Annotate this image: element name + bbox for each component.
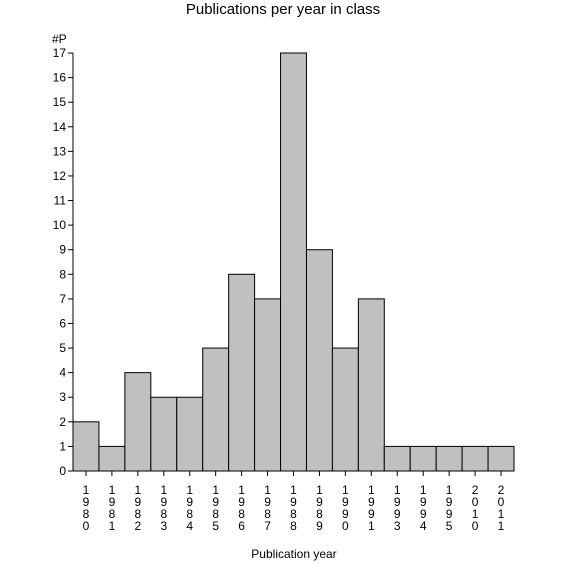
y-tick-label: 15	[53, 95, 67, 109]
bar-1994	[409, 445, 437, 472]
bar-1991	[357, 298, 385, 472]
bar-2011	[487, 445, 515, 472]
y-tick-label: 12	[53, 169, 67, 183]
y-tick-label: 7	[59, 292, 66, 306]
y-tick-label: 0	[59, 464, 66, 478]
x-axis: 1 9 8 0 1 9 8 1 1 9 8 2 1 9 8 3 1 9 8 4 1 9 8 5 1 9 8 6 1 9 8 7 1 9 8 8 1 9 8 9…	[83, 471, 505, 533]
bar-1993	[383, 445, 411, 472]
bar-1990	[331, 347, 359, 472]
y-tick-label: 9	[59, 243, 66, 257]
y-axis-label: #P	[52, 32, 67, 46]
y-tick-label: 1	[59, 439, 66, 453]
chart-title: Publications per year in class	[186, 1, 380, 18]
x-axis-label: Publication year	[251, 547, 336, 561]
y-tick-label: 6	[59, 316, 66, 330]
bar-1984	[176, 396, 204, 472]
y-tick-label: 3	[59, 390, 66, 404]
y-tick-label: 11	[54, 194, 67, 208]
bar-1986	[228, 273, 256, 472]
bar-1985	[202, 347, 230, 472]
y-tick-label: 14	[53, 120, 67, 134]
y-tick-label: 16	[53, 71, 67, 85]
bar-2010	[461, 445, 489, 472]
bar-1980	[72, 421, 100, 472]
y-tick-label: 10	[53, 218, 67, 232]
bar-1982	[124, 372, 152, 472]
bar-1989	[305, 249, 333, 472]
y-tick-label: 4	[59, 366, 66, 380]
y-tick-label: 13	[53, 144, 67, 158]
bar-1983	[150, 396, 178, 472]
bar-1987	[254, 298, 282, 472]
y-tick-label: 2	[59, 415, 66, 429]
bar-1995	[435, 445, 463, 472]
y-tick-label: 17	[53, 46, 67, 60]
bar-1988	[280, 52, 307, 472]
y-tick-label: 8	[59, 267, 66, 281]
bar-1981	[98, 445, 126, 472]
y-tick-label: 5	[59, 341, 66, 355]
bars	[72, 52, 515, 472]
